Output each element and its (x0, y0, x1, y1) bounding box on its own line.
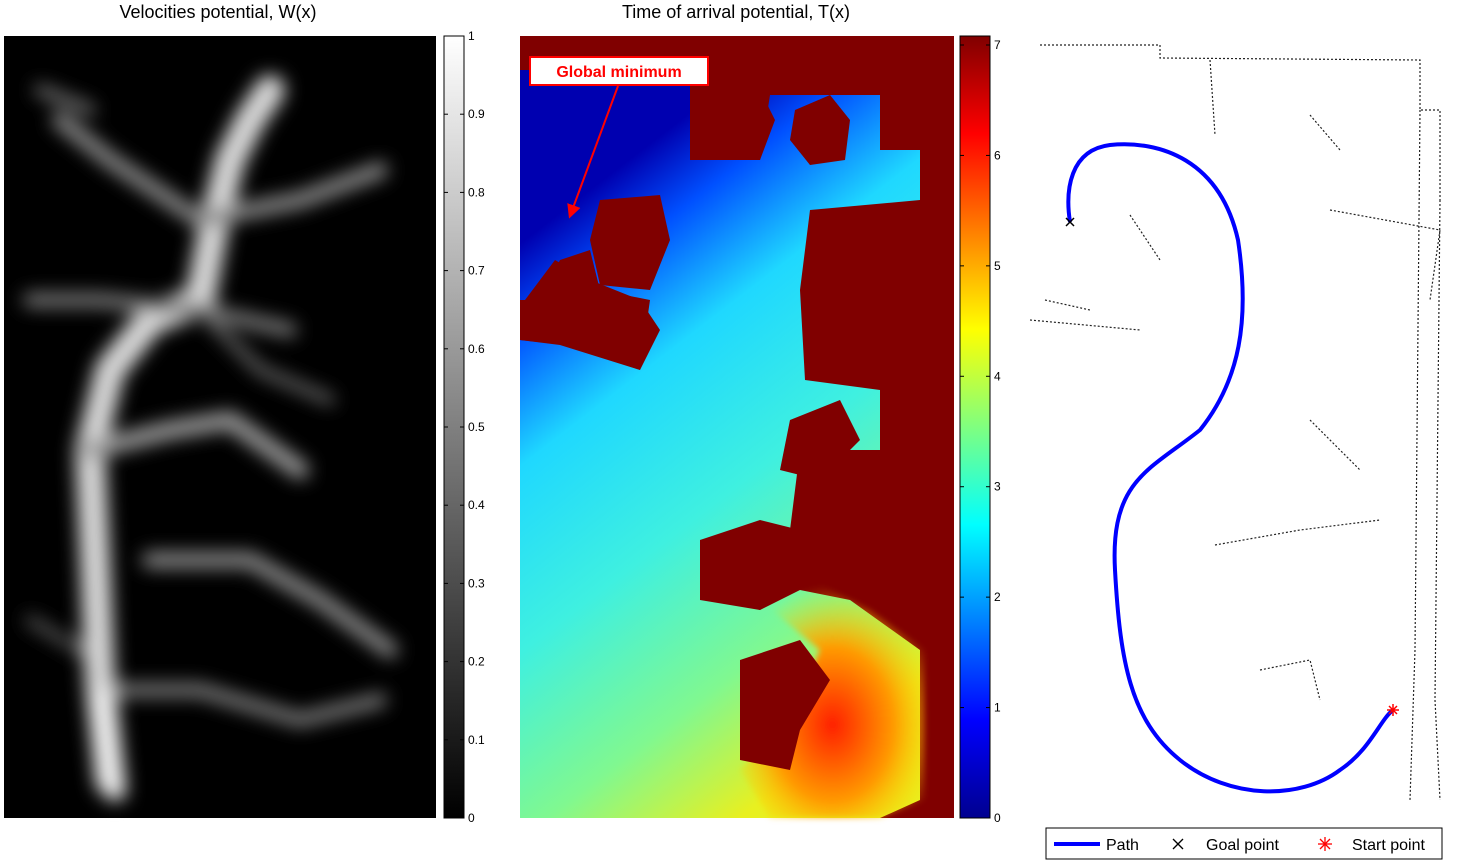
colorbar-jet-tick-label: 7 (994, 38, 1001, 52)
colorbar-gray-tick-label: 0.3 (468, 576, 485, 590)
colorbar-jet: 0 1 2 3 4 5 6 7 (959, 35, 1001, 825)
colorbar-gray-tick-label: 0.4 (468, 498, 485, 512)
colorbar-jet-tick-label: 2 (994, 590, 1001, 604)
annotation-arrow (567, 85, 619, 219)
colorbar-gray-tick-label: 0.8 (468, 185, 485, 199)
legend-start-swatch (1318, 837, 1332, 851)
colorbar-gray-tick-label: 0.1 (468, 733, 485, 747)
colorbar-jet-tick-label: 3 (994, 480, 1001, 494)
colorbar-gray-tick-label: 1 (468, 29, 475, 43)
colorbar-gray-tick-label: 0.2 (468, 655, 485, 669)
colorbar-gray-tick-label: 0.9 (468, 107, 485, 121)
colorbar-gray-tick-label: 0 (468, 811, 475, 825)
goal-marker (1065, 217, 1075, 227)
colorbar-jet-tick-label: 6 (994, 148, 1001, 162)
start-marker (1387, 704, 1399, 716)
colorbar-jet-tick-label: 5 (994, 259, 1001, 273)
legend-start-label: Start point (1352, 837, 1425, 854)
panel-2-title: Time of arrival potential, T(x) (622, 2, 850, 22)
path-line (1066, 142, 1395, 794)
legend-goal-swatch (1172, 838, 1184, 850)
occupancy-map (1029, 44, 1441, 801)
global-minimum-label: Global minimum (556, 64, 681, 81)
colorbar-gray: 0 0.1 0.2 0.3 0.4 0.5 0.6 0.7 0.8 0.9 1 (443, 29, 485, 825)
colorbar-jet-tick-label: 0 (994, 811, 1001, 825)
annotation-box (529, 56, 709, 86)
panel-1-title: Velocities potential, W(x) (119, 2, 316, 22)
colorbar-gray-tick-label: 0.6 (468, 342, 485, 356)
colorbar-jet-tick-label: 4 (994, 369, 1001, 383)
velocities-heatmap (4, 36, 436, 818)
legend-path-label: Path (1106, 837, 1139, 854)
legend: Path Goal point Start point (1045, 827, 1443, 860)
colorbar-gray-tick-label: 0.7 (468, 264, 485, 278)
arrival-time-heatmap: Global minimum (520, 36, 954, 818)
map-panel (1029, 44, 1441, 801)
legend-goal-label: Goal point (1206, 837, 1279, 854)
colorbar-gray-tick-label: 0.5 (468, 420, 485, 434)
colorbar-jet-tick-label: 1 (994, 701, 1001, 715)
